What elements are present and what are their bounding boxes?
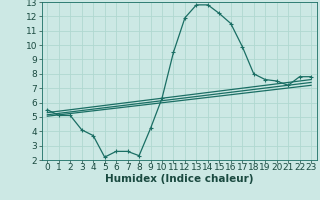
X-axis label: Humidex (Indice chaleur): Humidex (Indice chaleur) xyxy=(105,174,253,184)
